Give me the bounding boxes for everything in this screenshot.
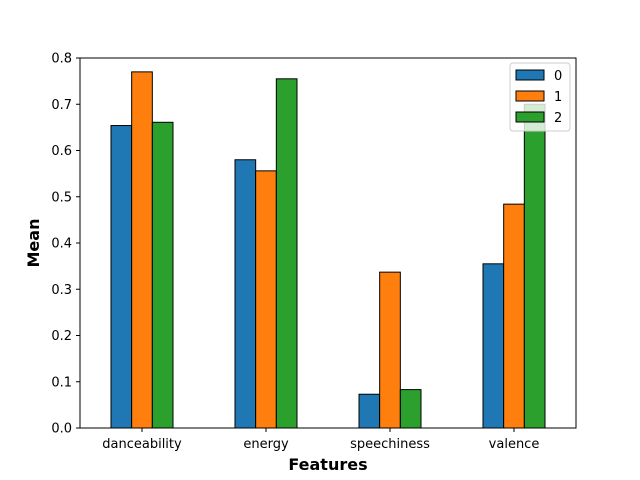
y-tick-label: 0.8	[51, 52, 72, 67]
y-tick-label: 0.3	[51, 283, 72, 298]
x-axis-title: Features	[288, 455, 367, 474]
y-tick-label: 0.6	[51, 144, 72, 159]
y-axis: 0.0 0.1 0.2 0.3 0.4 0.5 0.6 0.7 0.8	[51, 52, 80, 437]
bar-danceability-series-1	[131, 71, 153, 429]
bar-speechiness-series-1	[379, 271, 401, 429]
x-tick-label-speechiness: speechiness	[350, 437, 430, 452]
legend-swatch-0	[515, 69, 545, 81]
y-tick-label: 0.2	[51, 329, 72, 344]
bar-valence-series-0	[482, 263, 505, 429]
plot-frame	[79, 57, 577, 429]
bar-energy-series-1	[255, 170, 277, 429]
legend-label-0: 0	[554, 69, 562, 84]
bar-energy-series-2	[275, 78, 298, 429]
bar-speechiness-series-0	[358, 393, 381, 429]
bar-valence-series-2	[523, 103, 546, 429]
x-axis: danceability energy speechiness valence	[102, 428, 539, 452]
y-tick-label: 0.0	[51, 422, 72, 437]
y-tick-label: 0.7	[51, 98, 72, 113]
y-tick-label: 0.5	[51, 190, 72, 205]
bar-danceability-series-0	[110, 125, 133, 429]
bars-group	[110, 71, 546, 429]
bar-danceability-series-2	[151, 121, 174, 429]
legend-swatch-2	[515, 111, 545, 123]
legend-label-2: 2	[554, 111, 562, 126]
bar-valence-series-1	[503, 203, 525, 429]
legend: 0 1 2	[509, 62, 571, 132]
x-tick-label-danceability: danceability	[102, 437, 182, 452]
legend-swatch-1	[515, 90, 545, 102]
bar-speechiness-series-2	[399, 389, 422, 429]
y-tick-label: 0.4	[51, 237, 72, 252]
x-tick-label-energy: energy	[243, 437, 289, 452]
bar-energy-series-0	[234, 159, 257, 429]
y-axis-title: Mean	[24, 219, 43, 268]
legend-label-1: 1	[554, 90, 562, 105]
y-tick-label: 0.1	[51, 375, 72, 390]
x-tick-label-valence: valence	[489, 437, 540, 452]
